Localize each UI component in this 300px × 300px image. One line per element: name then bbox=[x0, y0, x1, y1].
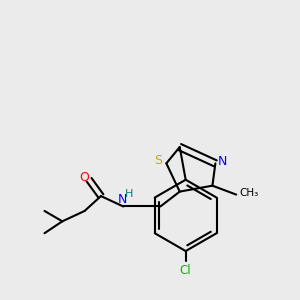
Text: O: O bbox=[79, 171, 89, 184]
Text: N: N bbox=[118, 193, 127, 206]
Text: S: S bbox=[154, 154, 162, 167]
Text: CH₃: CH₃ bbox=[239, 188, 258, 198]
Text: Cl: Cl bbox=[180, 263, 191, 277]
Text: N: N bbox=[218, 155, 227, 168]
Text: H: H bbox=[124, 189, 133, 199]
